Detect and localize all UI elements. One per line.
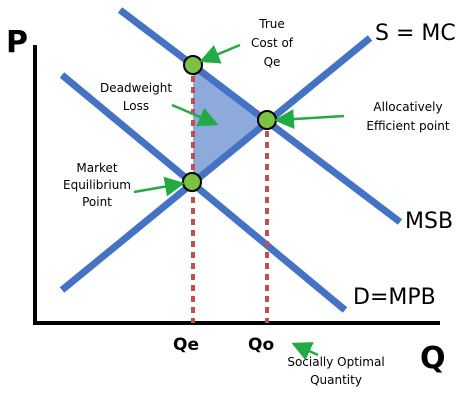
market-equilibrium-annotation: Market Equilibrium Point xyxy=(63,161,131,209)
allocative-arrow xyxy=(274,109,345,130)
allocative-annotation: Allocatively Efficient point xyxy=(366,100,450,133)
allocative-line-1: Allocatively xyxy=(373,100,442,114)
socially-optimal-arrow xyxy=(291,342,319,361)
demand-curve xyxy=(59,72,348,313)
market-eq-line-2: Equilibrium xyxy=(63,178,131,192)
x-axis-label: Q xyxy=(420,341,446,376)
dwl-line-1: Deadweight xyxy=(100,81,172,95)
market-equilibrium-point xyxy=(182,172,202,192)
allocative-efficient-point xyxy=(257,110,277,130)
true-cost-line-3: Qe xyxy=(264,55,281,69)
true-cost-point xyxy=(183,55,203,75)
market-eq-line-3: Point xyxy=(82,195,112,209)
socially-optimal-annotation: Socially Optimal Quantity xyxy=(287,355,384,387)
market-equilibrium-arrow xyxy=(133,176,185,197)
supply-curve xyxy=(59,35,373,293)
dwl-line-2: Loss xyxy=(123,99,149,113)
deadweight-loss-area xyxy=(193,65,267,182)
deadweight-loss-annotation: Deadweight Loss xyxy=(100,81,172,113)
allocative-line-2: Efficient point xyxy=(366,119,450,133)
deadweight-loss-arrow xyxy=(171,103,219,127)
demand-label: D=MPB xyxy=(353,285,436,310)
supply-label: S = MC xyxy=(375,21,456,46)
true-cost-annotation: True Cost of Qe xyxy=(251,17,294,69)
socially-optimal-line-2: Quantity xyxy=(310,373,362,387)
y-axis-label: P xyxy=(6,25,28,60)
true-cost-arrow xyxy=(199,43,241,64)
qe-label: Qe xyxy=(173,335,199,355)
true-cost-line-2: Cost of xyxy=(251,36,294,50)
true-cost-line-1: True xyxy=(258,17,285,31)
market-eq-line-1: Market xyxy=(76,161,118,175)
qo-label: Qo xyxy=(248,335,274,355)
msb-label: MSB xyxy=(405,209,453,234)
socially-optimal-line-1: Socially Optimal xyxy=(287,355,384,369)
